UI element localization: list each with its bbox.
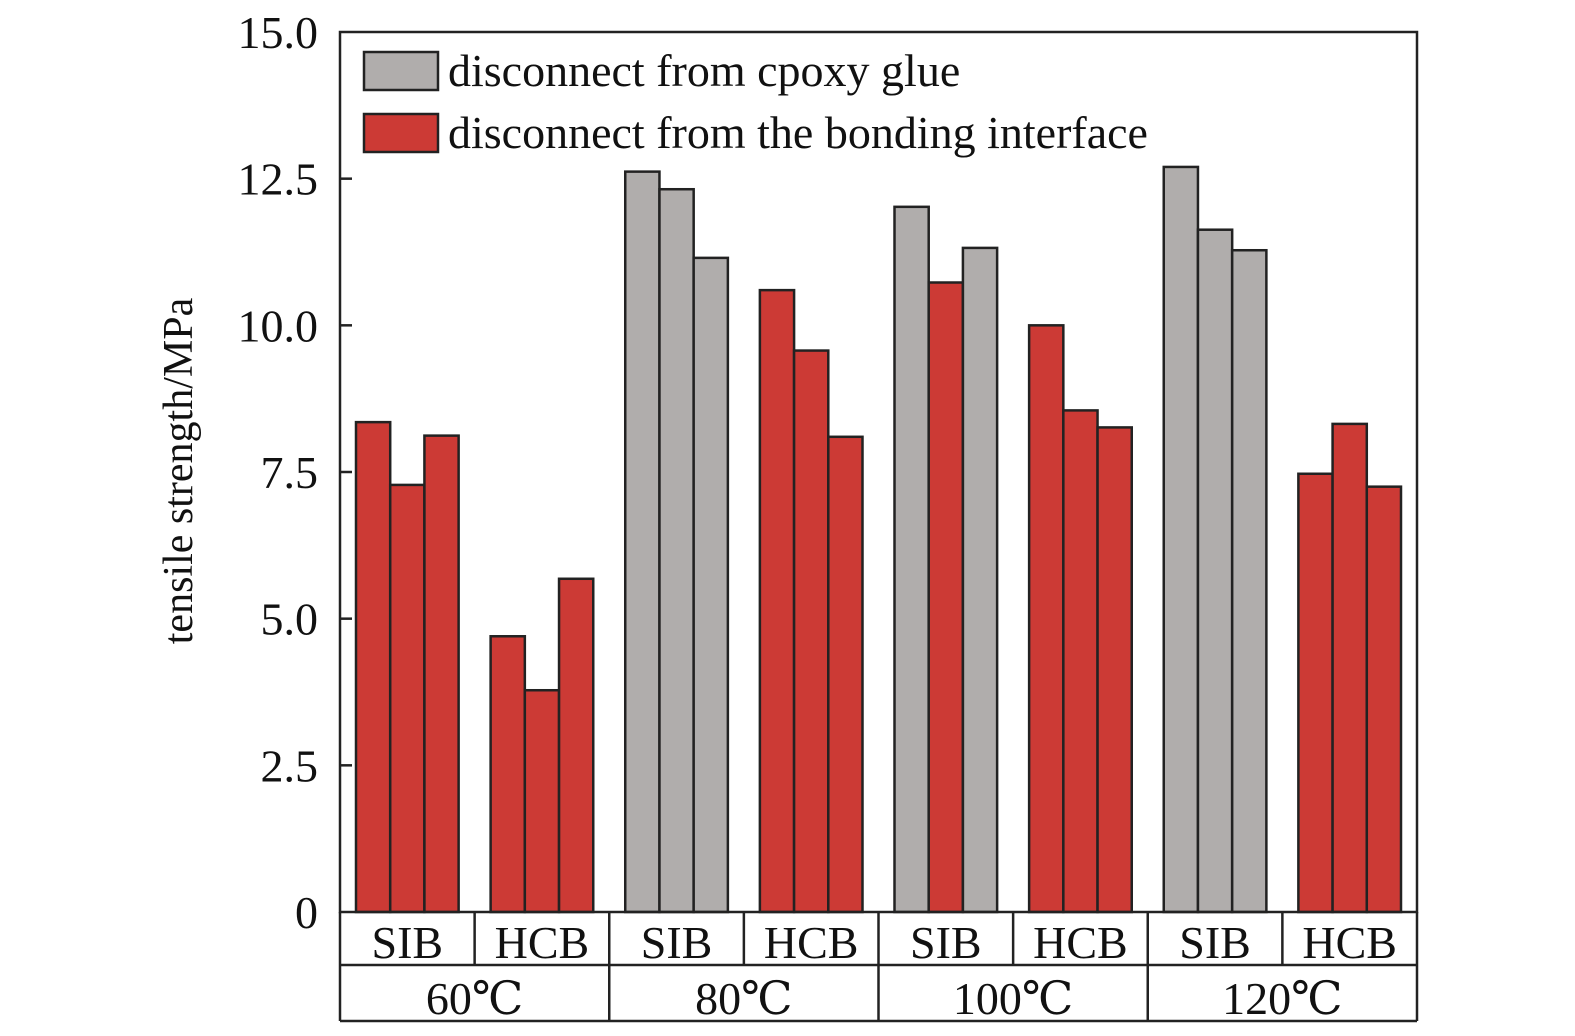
- bar-hcb-1: [1297, 472, 1334, 914]
- y-tick-label: 5.0: [261, 594, 319, 645]
- temperature-label: 60℃: [426, 973, 523, 1024]
- bar-hcb-3: [1365, 485, 1403, 914]
- bar-hcb-2: [1331, 422, 1369, 914]
- sample-label: HCB: [1033, 917, 1128, 968]
- sample-label: SIB: [372, 917, 444, 968]
- legend: disconnect from cpoxy glue disconnect fr…: [362, 45, 1148, 158]
- temperature-label: 80℃: [695, 973, 792, 1024]
- bar-hcb-1: [1027, 324, 1065, 914]
- bar-sib-2: [1196, 228, 1234, 914]
- y-tick-label: 7.5: [261, 447, 319, 498]
- bar-hcb-2: [1062, 409, 1099, 914]
- temperature-label: 120℃: [1222, 973, 1342, 1024]
- bar-hcb-2: [523, 688, 561, 914]
- y-tick-label: 0: [295, 887, 318, 938]
- bar-sib-1: [893, 205, 930, 914]
- bar-sib-3: [423, 434, 460, 914]
- bar-hcb-3: [557, 577, 595, 914]
- sample-label: SIB: [910, 917, 982, 968]
- sample-label: SIB: [1179, 917, 1251, 968]
- temperature-label: 100℃: [953, 973, 1073, 1024]
- y-axis-label: tensile strength/MPa: [156, 297, 202, 644]
- bar-sib-2: [658, 187, 695, 914]
- bar-sib-1: [624, 170, 661, 914]
- bar-hcb-3: [1096, 426, 1133, 914]
- legend-label-epoxy: disconnect from cpoxy glue: [448, 45, 960, 96]
- bar-sib-1: [354, 420, 392, 914]
- sample-label: SIB: [641, 917, 713, 968]
- bar-sib-1: [1162, 165, 1200, 914]
- bar-sib-2: [927, 281, 965, 914]
- bar-hcb-1: [489, 635, 527, 914]
- bar-sib-3: [692, 256, 730, 914]
- y-axis-ticks: 0 2.5 5.0 7.5 10.0 12.5 15.0: [238, 7, 352, 938]
- sample-label: HCB: [764, 917, 859, 968]
- bar-hcb-1: [758, 288, 796, 914]
- bar-sib-3: [1230, 248, 1268, 914]
- y-tick-label: 12.5: [238, 154, 319, 205]
- y-tick-label: 2.5: [261, 740, 319, 791]
- bar-hcb-2: [792, 349, 830, 914]
- bar-hcb-3: [827, 435, 864, 914]
- sample-label: HCB: [495, 917, 590, 968]
- sample-label: HCB: [1302, 917, 1397, 968]
- legend-item-epoxy: disconnect from cpoxy glue: [362, 45, 960, 96]
- y-tick-label: 15.0: [238, 7, 319, 58]
- bar-sib-3: [961, 246, 999, 914]
- y-tick-label: 10.0: [238, 300, 319, 351]
- legend-item-interface: disconnect from the bonding interface: [362, 107, 1148, 158]
- legend-swatch-interface: [362, 112, 440, 154]
- bar-sib-2: [388, 483, 426, 914]
- bars: [354, 165, 1403, 914]
- legend-label-interface: disconnect from the bonding interface: [448, 107, 1148, 158]
- legend-swatch-epoxy: [362, 50, 440, 92]
